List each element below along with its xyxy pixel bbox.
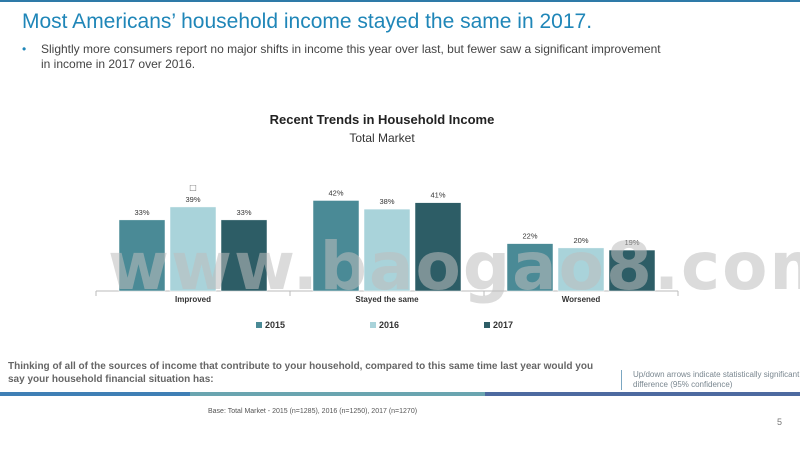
footer-band-right [485, 392, 800, 396]
legend-swatch-2015 [256, 322, 262, 328]
data-label: 33% [236, 208, 251, 217]
slide-title: Most Americans’ household income stayed … [22, 10, 593, 33]
survey-question: Thinking of all of the sources of income… [8, 361, 594, 385]
bullet-text: Slightly more consumers report no major … [41, 42, 661, 71]
data-label: 42% [328, 188, 343, 197]
bar-2015-0 [118, 219, 166, 292]
chart-title: Recent Trends in Household Income [269, 112, 495, 127]
bar-2016-2 [557, 247, 605, 292]
bar-2017-1 [414, 202, 462, 292]
bar-2015-2 [506, 243, 554, 292]
base-note: Base: Total Market - 2015 (n=1285), 2016… [208, 408, 418, 415]
data-label: 33% [134, 208, 149, 217]
data-label: 41% [430, 191, 445, 200]
bar-2016-1 [363, 208, 411, 292]
bar-chart: 33% 39% 33% Improved 42% 38% 41% Stayed the sam… [95, 183, 679, 330]
data-label: 20% [573, 236, 588, 245]
data-label: 22% [522, 232, 537, 241]
chart-subtitle: Total Market [349, 131, 415, 145]
legend-label-2017: 2017 [493, 320, 513, 330]
data-label: 19% [624, 238, 639, 247]
data-label: 39% [185, 195, 200, 204]
bullet-marker: • [22, 42, 27, 56]
top-rule [0, 0, 800, 2]
category-label: Stayed the same [355, 295, 419, 304]
footer-band-left [0, 392, 190, 396]
bar-2017-2 [608, 249, 656, 292]
legend-swatch-2016 [370, 322, 376, 328]
bar-2016-0 [169, 206, 217, 292]
category-label: Improved [175, 295, 211, 304]
page-number: 5 [776, 417, 782, 427]
bullet-point: • Slightly more consumers report no majo… [22, 42, 662, 72]
footer-band-middle [190, 392, 485, 396]
bar-2015-1 [312, 200, 360, 292]
category-label: Worsened [562, 295, 601, 304]
legend-label-2016: 2016 [379, 320, 399, 330]
significance-marker: □ [189, 183, 197, 192]
legend-swatch-2017 [484, 322, 490, 328]
bar-2017-0 [220, 219, 268, 292]
legend-label-2015: 2015 [265, 320, 285, 330]
significance-note: Up/down arrows indicate statistically si… [621, 370, 800, 390]
data-label: 38% [379, 197, 394, 206]
